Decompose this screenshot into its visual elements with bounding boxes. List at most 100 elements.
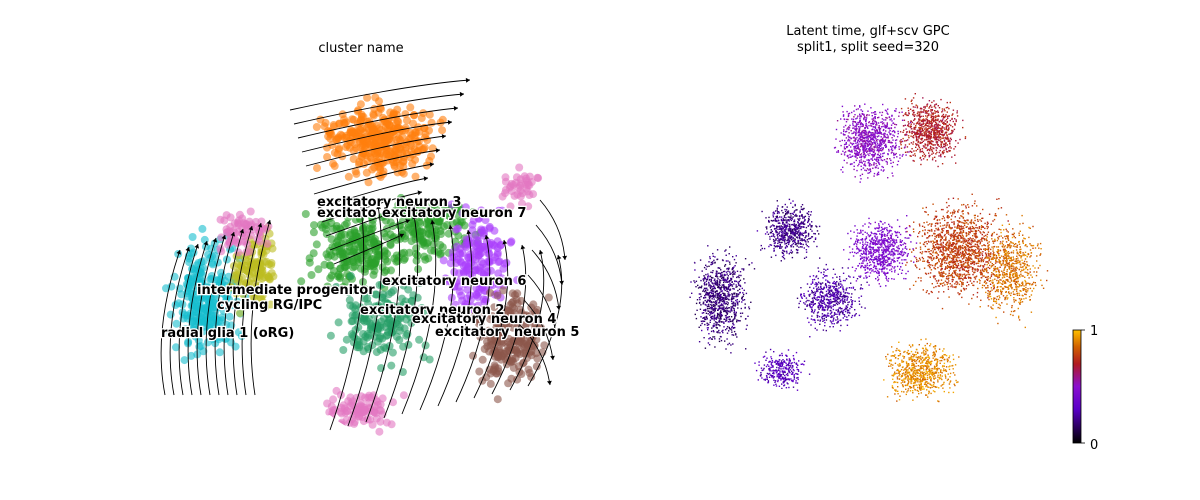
- cell-point: [180, 356, 189, 365]
- cell-point: [698, 276, 700, 278]
- cell-point: [892, 139, 894, 141]
- cell-point: [835, 302, 838, 304]
- cell-point: [726, 326, 729, 328]
- cell-point: [717, 295, 719, 297]
- streamline-arrow: [176, 250, 181, 255]
- cell-point: [878, 151, 880, 153]
- cell-point: [844, 124, 847, 127]
- cell-point: [832, 319, 835, 321]
- cell-point: [866, 151, 868, 153]
- cell-point: [847, 292, 849, 294]
- cell-point: [714, 278, 716, 280]
- cell-point: [705, 291, 708, 294]
- cell-point: [801, 246, 803, 248]
- cell-point: [387, 361, 396, 370]
- cell-point: [172, 343, 180, 352]
- cell-point: [727, 316, 729, 318]
- cell-point: [721, 276, 724, 278]
- cell-point: [779, 247, 781, 249]
- cell-point: [370, 408, 379, 417]
- cell-point: [779, 222, 781, 224]
- streamline-arrow: [266, 220, 272, 225]
- cell-point: [712, 270, 714, 272]
- cell-point: [714, 280, 717, 282]
- cell-point: [842, 171, 844, 173]
- cell-point: [800, 208, 803, 210]
- cell-point: [212, 276, 221, 285]
- cell-point: [718, 272, 720, 274]
- cell-point: [370, 310, 379, 319]
- cell-point: [896, 164, 899, 166]
- cell-point: [781, 241, 783, 244]
- cell-point: [839, 280, 842, 282]
- cell-point: [828, 281, 830, 283]
- cell-point: [853, 146, 856, 148]
- cell-point: [904, 146, 906, 148]
- cell-point: [721, 308, 723, 311]
- cell-point: [813, 287, 815, 289]
- cell-point: [730, 306, 732, 308]
- cell-point: [897, 132, 899, 135]
- cell-point: [835, 285, 837, 288]
- cell-point: [874, 116, 876, 118]
- cell-point: [805, 230, 807, 232]
- cell-point: [486, 276, 495, 285]
- cell-point: [725, 281, 727, 283]
- cell-point: [706, 322, 708, 324]
- cell-point: [782, 239, 784, 241]
- cell-point: [712, 262, 714, 265]
- cell-point: [710, 280, 712, 283]
- cell-point: [733, 297, 735, 300]
- cell-point: [215, 348, 224, 357]
- cell-point: [784, 233, 787, 235]
- cell-point: [867, 162, 869, 164]
- cell-point: [795, 213, 797, 216]
- cell-point: [877, 153, 879, 155]
- cell-point: [836, 316, 838, 318]
- cell-point: [849, 142, 852, 144]
- cell-point: [724, 329, 727, 331]
- cell-point: [476, 318, 485, 327]
- cell-point: [785, 245, 788, 247]
- cell-point: [360, 405, 368, 414]
- cell-point: [879, 132, 881, 135]
- cell-point: [779, 239, 781, 242]
- cell-point: [787, 216, 790, 218]
- cell-point: [834, 291, 836, 294]
- cell-point: [811, 311, 813, 313]
- cell-point: [505, 334, 513, 343]
- cell-point: [828, 304, 830, 306]
- cell-point: [771, 235, 773, 237]
- cell-point: [813, 240, 815, 243]
- cell-point: [713, 315, 716, 317]
- cell-point: [842, 317, 844, 319]
- cell-point: [516, 181, 525, 190]
- cell-point: [506, 238, 515, 247]
- cell-point: [821, 317, 823, 319]
- cell-point: [427, 118, 436, 127]
- cell-point: [505, 183, 514, 192]
- cell-point: [876, 160, 878, 162]
- cell-point: [868, 124, 870, 127]
- cell-point: [713, 259, 715, 262]
- cell-point: [794, 243, 797, 246]
- cell-point: [725, 348, 727, 350]
- cell-point: [718, 301, 720, 304]
- cell-point: [859, 156, 861, 158]
- cell-point: [728, 318, 730, 320]
- cell-point: [825, 279, 827, 281]
- cell-point: [850, 299, 852, 301]
- cell-point: [719, 281, 721, 283]
- cell-point: [837, 311, 839, 313]
- cell-point: [831, 311, 833, 313]
- cell-point: [887, 135, 889, 137]
- cell-point: [700, 279, 702, 282]
- cell-point: [734, 305, 736, 307]
- cell-point: [719, 304, 721, 307]
- cell-point: [504, 379, 513, 388]
- cell-point: [895, 108, 897, 110]
- cell-point: [725, 254, 727, 256]
- cell-point: [738, 300, 740, 303]
- cell-point: [399, 342, 408, 351]
- cell-point: [446, 259, 455, 268]
